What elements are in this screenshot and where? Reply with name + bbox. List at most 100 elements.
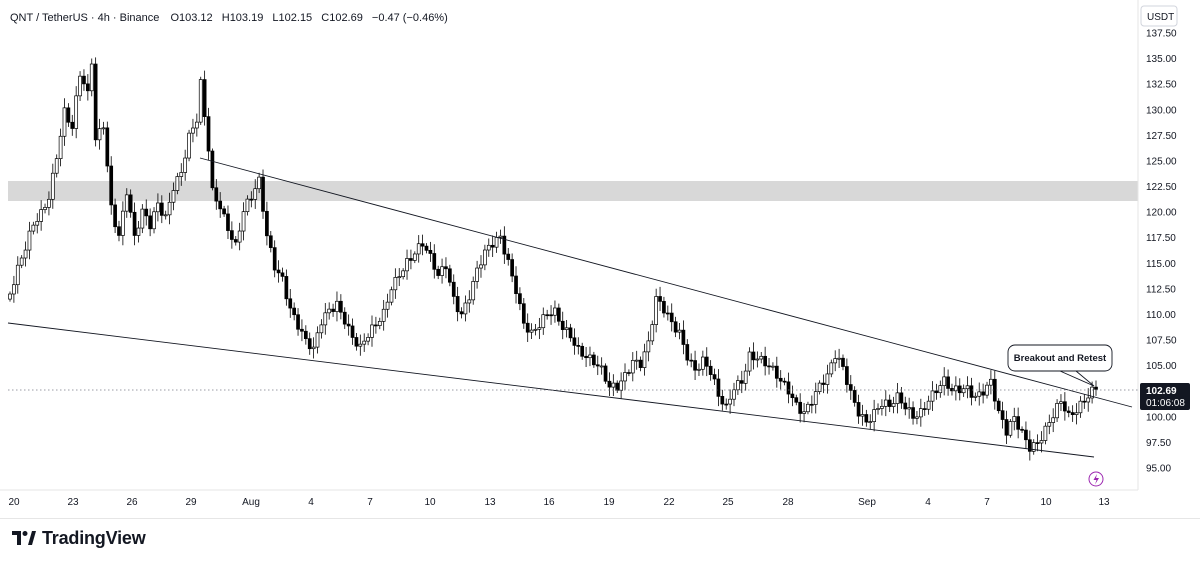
candle-body <box>475 267 479 282</box>
candle-body <box>681 329 686 345</box>
candle-body <box>1055 403 1059 419</box>
candle-body <box>747 351 752 372</box>
candle-body <box>592 354 596 366</box>
y-tick-label: 95.00 <box>1146 464 1171 475</box>
candle-body <box>537 327 542 330</box>
candle-body <box>261 176 265 212</box>
candle-body <box>864 414 869 423</box>
candle-body <box>521 303 526 324</box>
currency-button[interactable] <box>1140 5 1178 27</box>
x-tick-label: Sep <box>858 497 876 508</box>
candle-body <box>1004 419 1009 436</box>
candle-body <box>467 299 472 304</box>
candle-body <box>1086 397 1091 403</box>
y-tick-label: 110.00 <box>1146 310 1176 321</box>
x-tick-label: 26 <box>126 497 138 508</box>
candle-body <box>588 354 592 359</box>
candle-body <box>93 63 98 141</box>
candle-body <box>1094 386 1098 390</box>
candle-body <box>529 329 534 333</box>
resistance-zone <box>8 181 1138 201</box>
candle-body <box>226 213 230 231</box>
candle-body <box>1020 428 1024 431</box>
candle-body <box>1066 410 1071 413</box>
y-tick-label: 112.50 <box>1146 284 1176 295</box>
candle-body <box>915 416 919 419</box>
candle-body <box>292 307 297 316</box>
y-tick-label: 122.50 <box>1146 182 1177 193</box>
candle-body <box>685 344 690 361</box>
candle-body <box>409 258 413 261</box>
candle-body <box>736 380 740 391</box>
candle-body <box>942 376 947 387</box>
candle-body <box>307 338 312 350</box>
candle-body <box>113 204 117 228</box>
candle-body <box>611 382 616 388</box>
candle-body <box>85 83 90 92</box>
candle-body <box>335 300 339 312</box>
candle-body <box>12 284 16 295</box>
candle-body <box>39 209 43 222</box>
candle-body <box>303 330 308 340</box>
candle-body <box>23 249 28 259</box>
candlestick-chart[interactable]: QNT / TetherUS · 4h · Binance O103.12 H1… <box>0 0 1200 518</box>
candle-body <box>1059 401 1063 404</box>
y-tick-label: 125.00 <box>1146 156 1177 167</box>
x-tick-label: 16 <box>543 497 555 508</box>
candle-body <box>82 75 86 85</box>
candle-body <box>732 389 736 400</box>
candle-body <box>1027 439 1032 452</box>
y-tick-label: 100.00 <box>1146 412 1177 423</box>
candle-body <box>899 392 904 404</box>
candle-body <box>704 356 709 367</box>
candle-body <box>218 200 223 210</box>
candle-body <box>35 221 40 226</box>
lower-trendline[interactable] <box>7 322 1095 458</box>
candle-body <box>163 214 168 217</box>
candle-body <box>634 359 639 362</box>
upper-trendline[interactable] <box>199 157 1133 408</box>
candle-body <box>144 208 149 217</box>
x-tick-label: 7 <box>984 497 990 508</box>
candle-body <box>989 378 993 386</box>
candle-body <box>619 380 623 391</box>
annotation-box[interactable] <box>1007 344 1113 372</box>
candle-body <box>1047 422 1052 427</box>
annotation-label: Breakout and Retest <box>1014 353 1107 364</box>
candle-body <box>280 272 285 277</box>
candle-body <box>358 343 363 347</box>
annotation-pointer <box>1059 370 1095 387</box>
candle-body <box>194 121 199 129</box>
candle-body <box>837 357 841 360</box>
candle-body <box>397 276 402 279</box>
change-value: −0.47 (−0.46%) <box>372 12 448 24</box>
x-tick-label: 20 <box>8 497 20 508</box>
candle-body <box>1024 429 1028 441</box>
candle-body <box>128 194 133 213</box>
candle-body <box>541 314 546 329</box>
candle-body <box>708 365 713 375</box>
candle-body <box>506 253 511 260</box>
x-tick-label: 13 <box>1098 497 1110 508</box>
x-tick-label: 19 <box>603 497 615 508</box>
candle-body <box>743 370 748 384</box>
candle-body <box>584 355 588 359</box>
candle-body <box>350 325 355 338</box>
candle-body <box>66 107 71 123</box>
tradingview-logo[interactable]: TradingView <box>12 527 146 549</box>
candle-body <box>790 393 795 399</box>
candle-body <box>973 395 978 398</box>
candle-body <box>1043 425 1048 441</box>
candle-body <box>97 128 102 141</box>
candle-body <box>233 239 238 243</box>
candle-body <box>615 382 620 391</box>
chart-area[interactable]: QNT / TetherUS · 4h · Binance O103.12 H1… <box>0 0 1200 519</box>
candle-body <box>697 368 701 371</box>
candle-body <box>1090 386 1094 399</box>
candle-body <box>1082 400 1087 403</box>
candle-body <box>595 364 600 367</box>
candle-body <box>1016 416 1021 430</box>
candle-body <box>903 402 908 410</box>
x-tick-label: 25 <box>722 497 734 508</box>
candle-body <box>486 244 491 251</box>
